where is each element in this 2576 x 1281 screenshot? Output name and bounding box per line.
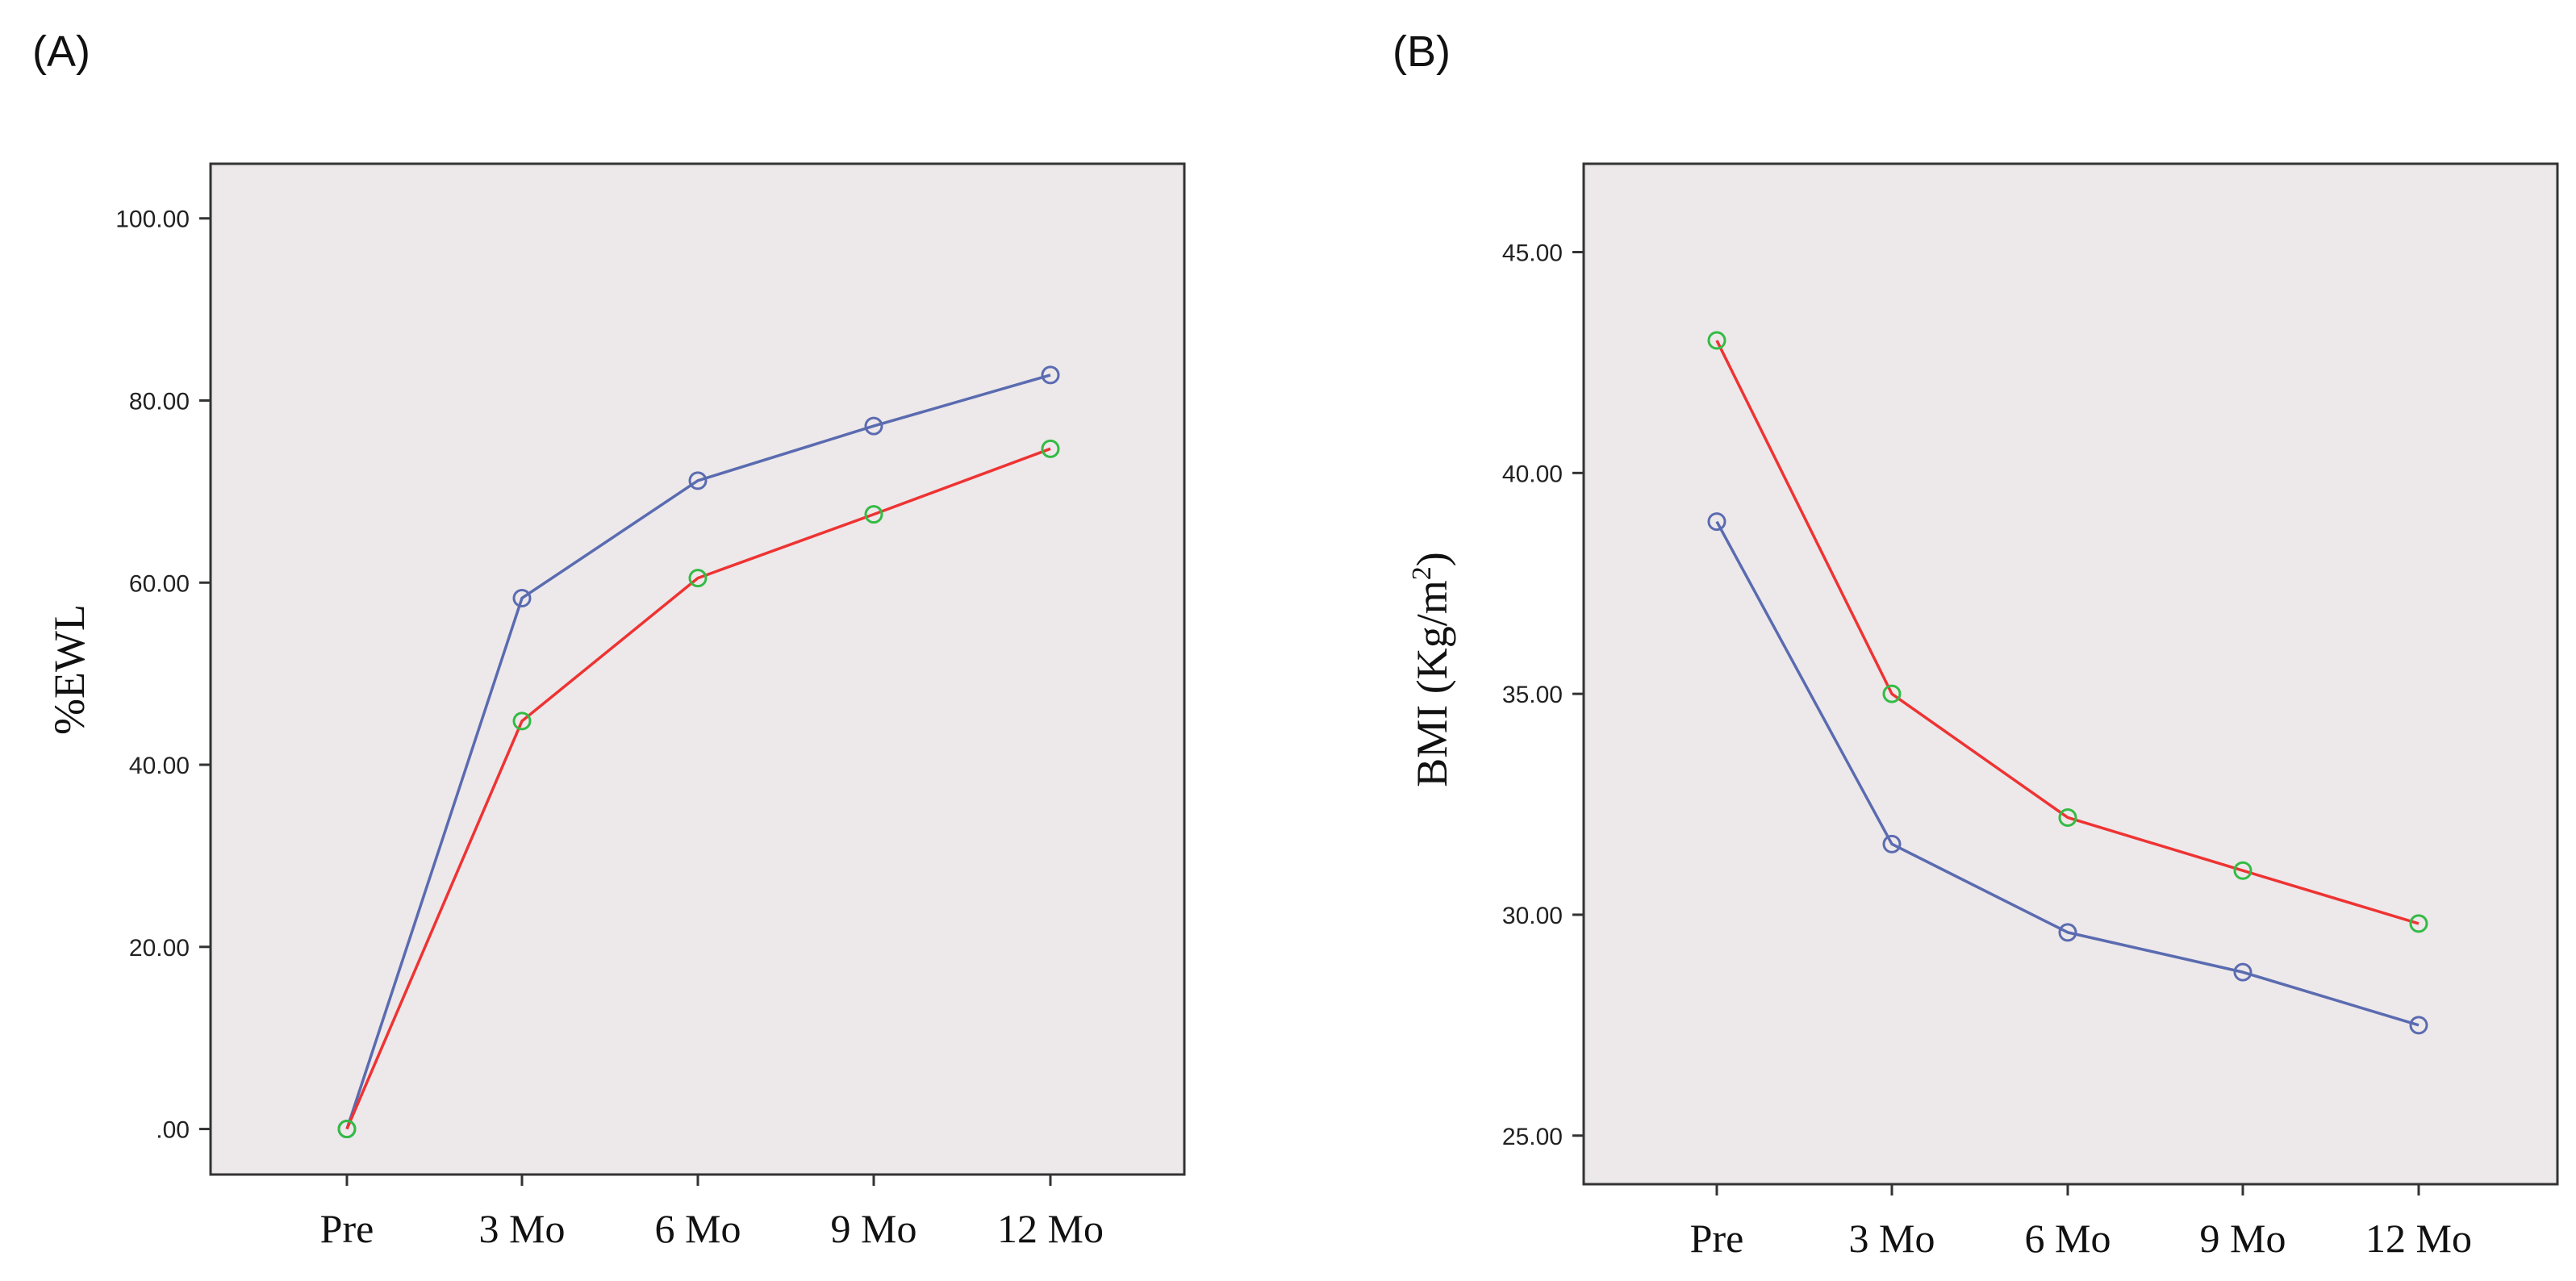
data-point-b-red-4 <box>2409 914 2428 933</box>
data-point-b-blue-4 <box>2409 1016 2428 1035</box>
chart-marks-b: 25.00 30.00 35.00 40.00 45.00 Pre 3 Mo 6 Mo 9 Mo… <box>1502 240 2472 1261</box>
y-tick-label-a-4: 80.00 <box>129 388 190 415</box>
series-line-b-blue <box>1715 520 2419 1027</box>
y-axis-label-b-main: BMI (Kg/m <box>1408 580 1456 787</box>
y-tick-label-a-3: 60.00 <box>129 570 190 597</box>
series-line-a-blue <box>345 373 1051 1130</box>
data-point-b-blue-0 <box>1707 512 1726 532</box>
x-tick-label-b-4: 12 Mo <box>2365 1216 2472 1261</box>
data-point-b-red-1 <box>1882 684 1902 703</box>
y-tick-label-b-4: 45.00 <box>1502 240 1563 267</box>
y-tick-label-b-3: 40.00 <box>1502 461 1563 487</box>
x-tick-label-a-4: 12 Mo <box>997 1206 1104 1251</box>
data-point-a-red-0 <box>337 1120 357 1139</box>
data-point-a-red-3 <box>864 505 883 524</box>
x-tick-label-b-3: 9 Mo <box>2200 1216 2286 1261</box>
x-tick-label-b-0: Pre <box>1690 1216 1744 1261</box>
y-tick-label-a-0: .00 <box>156 1117 190 1144</box>
series-line-b-red <box>1715 340 2419 925</box>
data-point-a-blue-2 <box>688 471 708 490</box>
data-point-b-red-0 <box>1707 331 1726 350</box>
plot-area-a <box>209 162 1186 1176</box>
data-point-a-blue-4 <box>1041 365 1060 385</box>
y-tick-label-a-2: 40.00 <box>129 753 190 779</box>
y-tick-label-b-2: 35.00 <box>1502 682 1563 708</box>
y-tick-label-b-0: 25.00 <box>1502 1124 1563 1150</box>
y-axis-label-b-superscript: 2 <box>1407 566 1437 580</box>
panel-a: (A) .00 20.00 40.00 60.00 80.00 100.00 Pre 3 Mo… <box>32 27 1186 1251</box>
series-line-a-red <box>345 447 1051 1130</box>
y-axis-label-b: BMI (Kg/m2) <box>1407 552 1456 787</box>
panel-a-label: (A) <box>32 27 90 76</box>
panel-b-label: (B) <box>1392 27 1451 76</box>
data-point-b-blue-2 <box>2058 923 2077 942</box>
data-point-b-red-3 <box>2233 861 2252 880</box>
data-point-b-red-2 <box>2058 807 2077 827</box>
data-point-a-blue-1 <box>512 588 532 607</box>
y-tick-label-a-5: 100.00 <box>115 207 190 233</box>
x-tick-label-b-1: 3 Mo <box>1849 1216 1935 1261</box>
y-axis-label-a: %EWL <box>45 604 94 735</box>
data-point-a-red-1 <box>512 711 532 731</box>
data-point-a-red-2 <box>688 569 708 588</box>
data-point-a-blue-3 <box>864 416 883 436</box>
panel-b: (B) 25.00 30.00 35.00 40.00 45.00 Pre 3 Mo 6 Mo… <box>1392 27 2559 1261</box>
data-point-a-red-4 <box>1041 439 1060 458</box>
y-tick-label-b-1: 30.00 <box>1502 903 1563 929</box>
x-tick-label-a-0: Pre <box>320 1206 374 1251</box>
plot-area-b <box>1582 162 2559 1186</box>
x-tick-label-a-1: 3 Mo <box>479 1206 566 1251</box>
chart-marks-a: .00 20.00 40.00 60.00 80.00 100.00 Pre 3 Mo 6 Mo… <box>115 207 1104 1251</box>
data-point-b-blue-1 <box>1882 834 1902 853</box>
data-point-b-blue-3 <box>2233 962 2252 982</box>
x-tick-label-a-2: 6 Mo <box>655 1206 741 1251</box>
x-tick-label-a-3: 9 Mo <box>831 1206 917 1251</box>
x-tick-label-b-2: 6 Mo <box>2025 1216 2111 1261</box>
y-axis-label-b-close: ) <box>1408 552 1456 566</box>
y-tick-label-a-1: 20.00 <box>129 935 190 962</box>
